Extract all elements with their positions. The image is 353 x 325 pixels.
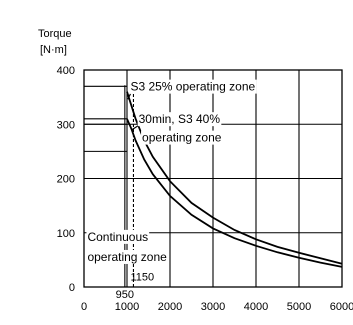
x-tick-label-4: 4000 xyxy=(244,301,268,313)
annotation-bg-3 xyxy=(86,229,150,244)
annotation-4: operating zone xyxy=(87,250,167,264)
annotation-1: 30min, S3 40% xyxy=(139,112,221,126)
series-line-0 xyxy=(126,91,343,265)
series-line-1 xyxy=(126,118,343,268)
annotation-bg-4 xyxy=(86,249,169,264)
x-tick-label-6: 6000 xyxy=(330,301,353,313)
y-axis-unit: [N·m] xyxy=(40,44,67,56)
annotation-pointer-0 xyxy=(127,93,131,100)
plot-frame xyxy=(83,69,343,288)
annotations: S3 25% operating zone 30min, S3 40% operat… xyxy=(86,79,257,264)
y-axis-label: Torque xyxy=(38,28,72,40)
y-tick-label-0: 0 xyxy=(69,282,75,294)
ref-label-5: 1150 xyxy=(130,271,154,283)
y-tick-label-2: 200 xyxy=(57,174,75,186)
x-tick-label-1: 1000 xyxy=(115,301,139,313)
series-lines xyxy=(126,91,343,268)
y-tick-label-1: 100 xyxy=(57,228,75,240)
annotation-bg-2 xyxy=(141,130,223,145)
ref-label-4: 950 xyxy=(116,289,134,301)
x-tick-label-0: 0 xyxy=(81,301,87,313)
x-tick-label-2: 2000 xyxy=(158,301,182,313)
annotation-2: operating zone xyxy=(142,131,222,145)
tick-labels: 0 1000 2000 3000 4000 5000 6000 0 100 200 300 400 95… xyxy=(57,65,353,313)
y-tick-label-4: 400 xyxy=(57,65,75,77)
annotation-bg-1 xyxy=(137,112,222,127)
annotation-bg-0 xyxy=(129,79,257,94)
annotation-3: Continuous xyxy=(87,230,148,244)
annotation-0: S3 25% operating zone xyxy=(130,80,255,94)
annotation-pointer-1 xyxy=(131,124,139,131)
x-tick-label-3: 3000 xyxy=(201,301,225,313)
y-tick-label-3: 300 xyxy=(57,119,75,131)
x-tick-label-5: 5000 xyxy=(287,301,311,313)
